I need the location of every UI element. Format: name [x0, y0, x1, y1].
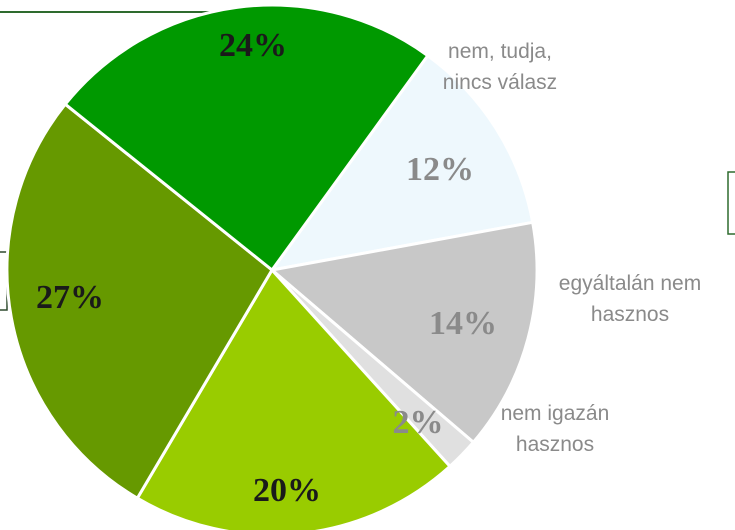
pie: [5, 3, 539, 530]
data-label: 2%: [393, 404, 444, 441]
data-label: 27%: [36, 279, 104, 316]
data-label: 24%: [219, 27, 287, 64]
data-label: 20%: [253, 472, 321, 509]
category-label: nem igazán hasznos: [501, 402, 610, 456]
category-label: nem, tudja, nincs válasz: [443, 40, 557, 94]
pie-slice: [268, 220, 539, 445]
pie-slice: [268, 53, 535, 273]
frame-edge: [727, 171, 735, 235]
category-label: egyáltalán nem hasznos: [559, 272, 701, 326]
data-label: 14%: [429, 305, 497, 342]
pie-slice: [135, 267, 453, 530]
pie-slice: [5, 102, 274, 501]
pie-slice: [63, 3, 430, 273]
labels: 12% nem, tudja, nincs válasz 14% egyáltalán …: [36, 27, 701, 509]
data-label: 12%: [406, 151, 474, 188]
